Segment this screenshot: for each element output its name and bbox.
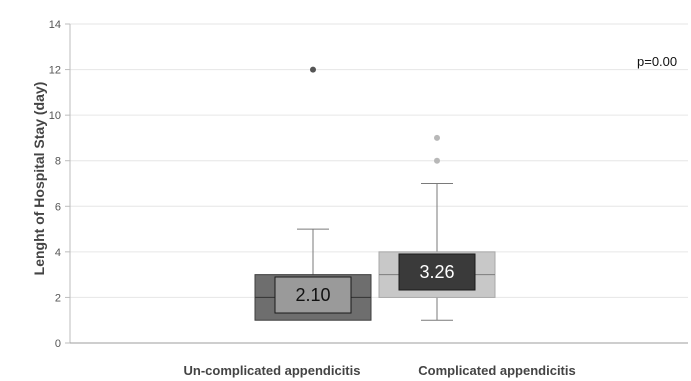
y-tick-label: 0 [55,338,61,350]
category-label: Complicated appendicitis [418,363,575,378]
category-labels: Un-complicated appendicitis Complicated a… [184,363,576,378]
p-value-annotation: p=0.00 [637,54,677,69]
y-tick-label: 2 [55,292,61,304]
box-group: 2.10 [254,66,372,321]
mean-label: 3.26 [419,262,454,282]
y-axis-title: Lenght of Hospital Stay (day) [31,82,47,276]
mean-label-box [274,276,352,314]
mean-label: 2.10 [295,285,330,305]
outlier-point [434,134,440,141]
mean-label-box [398,253,476,291]
outlier-point [310,66,316,73]
box-series: 2.10 3.26 [254,66,496,321]
y-tick-label: 14 [49,19,61,31]
y-tick-label: 6 [55,201,61,213]
y-tick-label: 4 [55,247,61,259]
gridlines [70,23,688,298]
box-group: 3.26 [378,134,496,321]
y-tick-label: 12 [49,65,61,77]
y-tick-label: 8 [55,156,61,168]
category-label: Un-complicated appendicitis [184,363,361,378]
outlier-point [434,157,440,164]
y-tick-label: 10 [49,110,61,122]
y-tick-labels: 0 2 4 6 8 10 12 14 [49,19,70,350]
